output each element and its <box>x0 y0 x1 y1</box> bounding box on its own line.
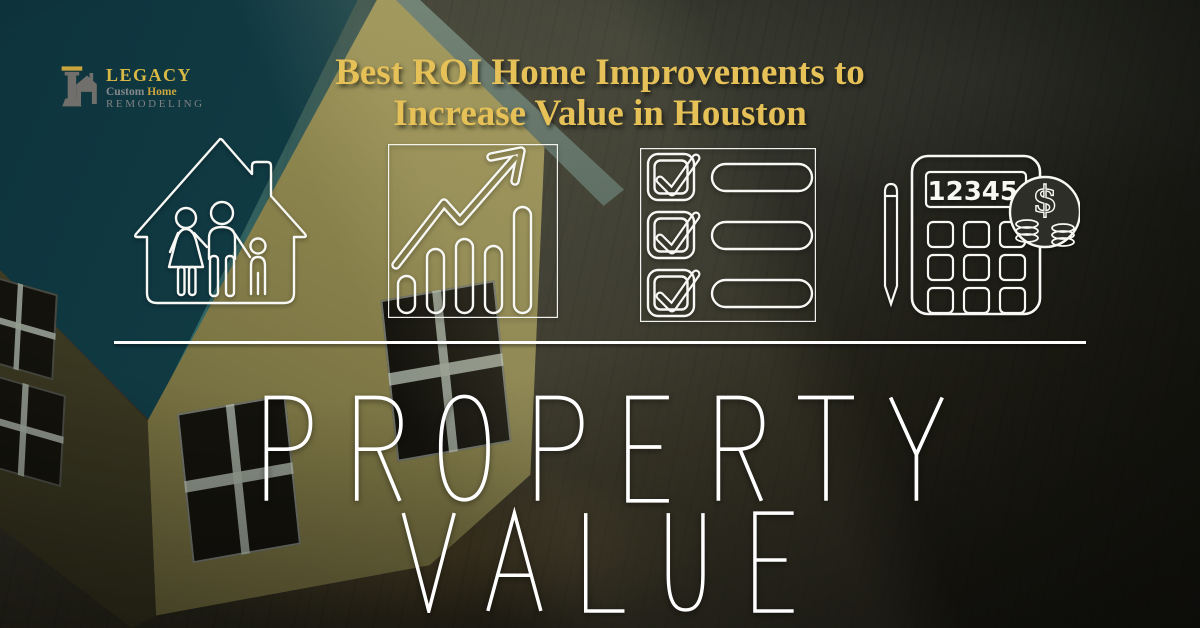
checklist-icon <box>640 148 816 322</box>
headline-letter <box>753 511 794 613</box>
child-body <box>249 255 267 296</box>
man-arm <box>233 232 252 259</box>
man-head <box>209 200 235 226</box>
growth-arrow <box>388 144 558 318</box>
legacy-logo: LEGACY Custom Home REMODELING <box>58 60 205 114</box>
brand-tagline-home: Home <box>147 85 177 98</box>
brand-subtitle: REMODELING <box>106 97 205 110</box>
calculator-keys <box>926 220 1027 315</box>
woman-dress <box>167 227 205 269</box>
brand-tagline-custom: Custom <box>106 85 145 98</box>
headline-letter <box>438 394 490 502</box>
headline-letter <box>798 395 854 501</box>
brand-tagline: Custom Home <box>106 86 205 98</box>
woman-arms <box>168 231 209 254</box>
headline-letter <box>354 395 403 502</box>
page-title: Best ROI Home Improvements to Increase V… <box>240 52 960 134</box>
headline-value <box>394 506 806 618</box>
calculator-display-digits: 12345 <box>928 177 1018 207</box>
house-with-family-icon <box>134 137 307 305</box>
coin-stacks <box>1015 219 1075 247</box>
man-leg <box>224 254 236 298</box>
headline-letter <box>583 513 625 613</box>
logo-text: LEGACY Custom Home REMODELING <box>106 60 205 111</box>
woman-leg <box>187 265 197 297</box>
man-torso <box>207 225 237 261</box>
brand-name: LEGACY <box>106 65 193 85</box>
headline-letter <box>666 513 705 612</box>
headline-letter <box>401 512 456 618</box>
headline-letter <box>486 506 543 612</box>
headline-letter <box>264 395 313 501</box>
child-head <box>249 237 267 255</box>
house-outline <box>134 137 307 305</box>
headline-letter <box>716 395 765 502</box>
headline-letter <box>626 395 669 503</box>
headline-letter <box>888 396 944 501</box>
pencil-icon <box>883 182 899 308</box>
calculator-savings-icon: 12345 $ <box>883 154 1080 316</box>
check-marks <box>640 148 816 322</box>
legacy-logo-mark-icon <box>61 66 97 107</box>
dollar-sign: $ <box>1032 179 1057 221</box>
woman-leg <box>176 265 186 297</box>
money-coins-icon: $ <box>1008 175 1080 249</box>
man-leg <box>208 254 220 298</box>
divider-line <box>114 341 1086 344</box>
title-line-2: Increase Value in Houston <box>393 93 807 134</box>
title-line-1: Best ROI Home Improvements to <box>335 52 865 93</box>
headline-property <box>247 391 953 508</box>
headline-letter <box>535 395 584 501</box>
growth-chart-icon <box>388 144 558 318</box>
woman-head <box>174 206 198 230</box>
